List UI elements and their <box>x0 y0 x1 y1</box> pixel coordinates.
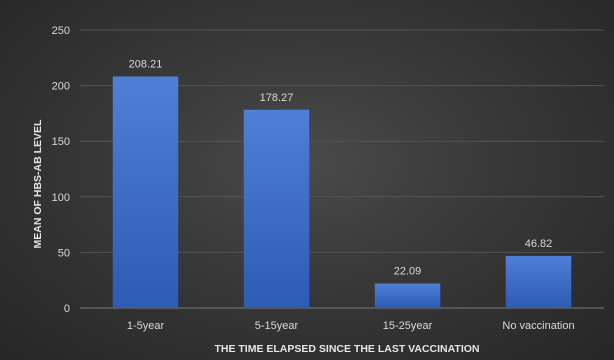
y-tick-label: 100 <box>52 192 70 204</box>
labels: 0 50 100 150 200 250 208.21 1-5year 178.27 5-15ye… <box>52 25 575 332</box>
data-label: 46.82 <box>525 238 553 250</box>
bar <box>374 283 441 308</box>
data-label: 208.21 <box>129 58 163 70</box>
y-tick-label: 250 <box>52 25 70 37</box>
data-label: 178.27 <box>260 92 294 104</box>
bar <box>505 255 572 308</box>
y-tick-label: 150 <box>52 136 70 148</box>
y-tick-label: 50 <box>58 247 70 259</box>
x-tick-label: 1-5year <box>127 320 165 332</box>
x-tick-label: 15-25year <box>383 320 433 332</box>
y-tick-label: 200 <box>52 81 70 93</box>
bar <box>243 109 310 308</box>
x-tick-label: 5-15year <box>255 320 299 332</box>
bar <box>112 76 179 308</box>
x-tick-label: No vaccination <box>502 320 574 332</box>
data-label: 22.09 <box>394 265 422 277</box>
y-tick-label: 0 <box>64 303 70 315</box>
x-axis-title: THE TIME ELAPSED SINCE THE LAST VACCINAT… <box>214 343 479 355</box>
bars <box>112 76 572 308</box>
y-axis-title: MEAN OF HBS-AB LEVEL <box>32 119 44 249</box>
